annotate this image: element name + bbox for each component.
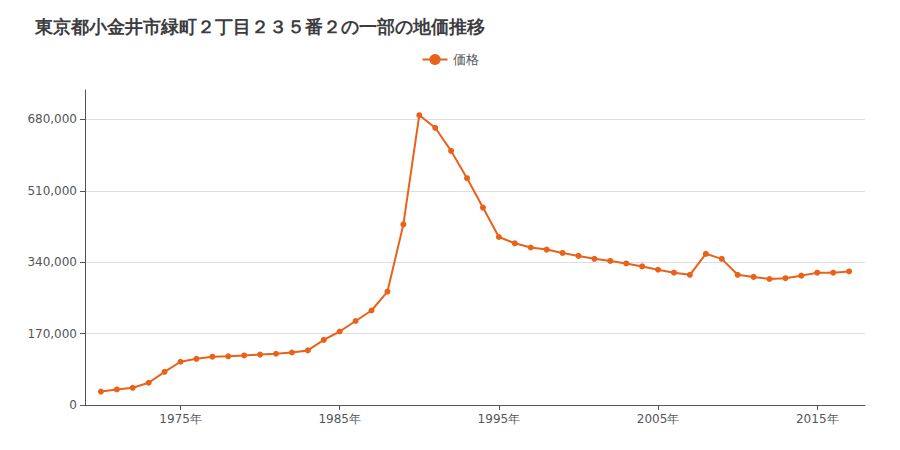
svg-text:680,000: 680,000 xyxy=(27,112,77,126)
svg-text:340,000: 340,000 xyxy=(27,255,77,269)
svg-text:価格: 価格 xyxy=(453,52,479,67)
svg-text:2015年: 2015年 xyxy=(796,412,839,426)
svg-text:東京都小金井市緑町２丁目２３５番２の一部の地価推移: 東京都小金井市緑町２丁目２３５番２の一部の地価推移 xyxy=(34,16,485,37)
svg-text:1995年: 1995年 xyxy=(478,412,521,426)
svg-text:510,000: 510,000 xyxy=(27,184,77,198)
svg-text:0: 0 xyxy=(69,398,77,412)
svg-text:1985年: 1985年 xyxy=(318,412,361,426)
svg-text:170,000: 170,000 xyxy=(27,327,77,341)
svg-text:1975年: 1975年 xyxy=(159,412,202,426)
svg-text:2005年: 2005年 xyxy=(637,412,680,426)
